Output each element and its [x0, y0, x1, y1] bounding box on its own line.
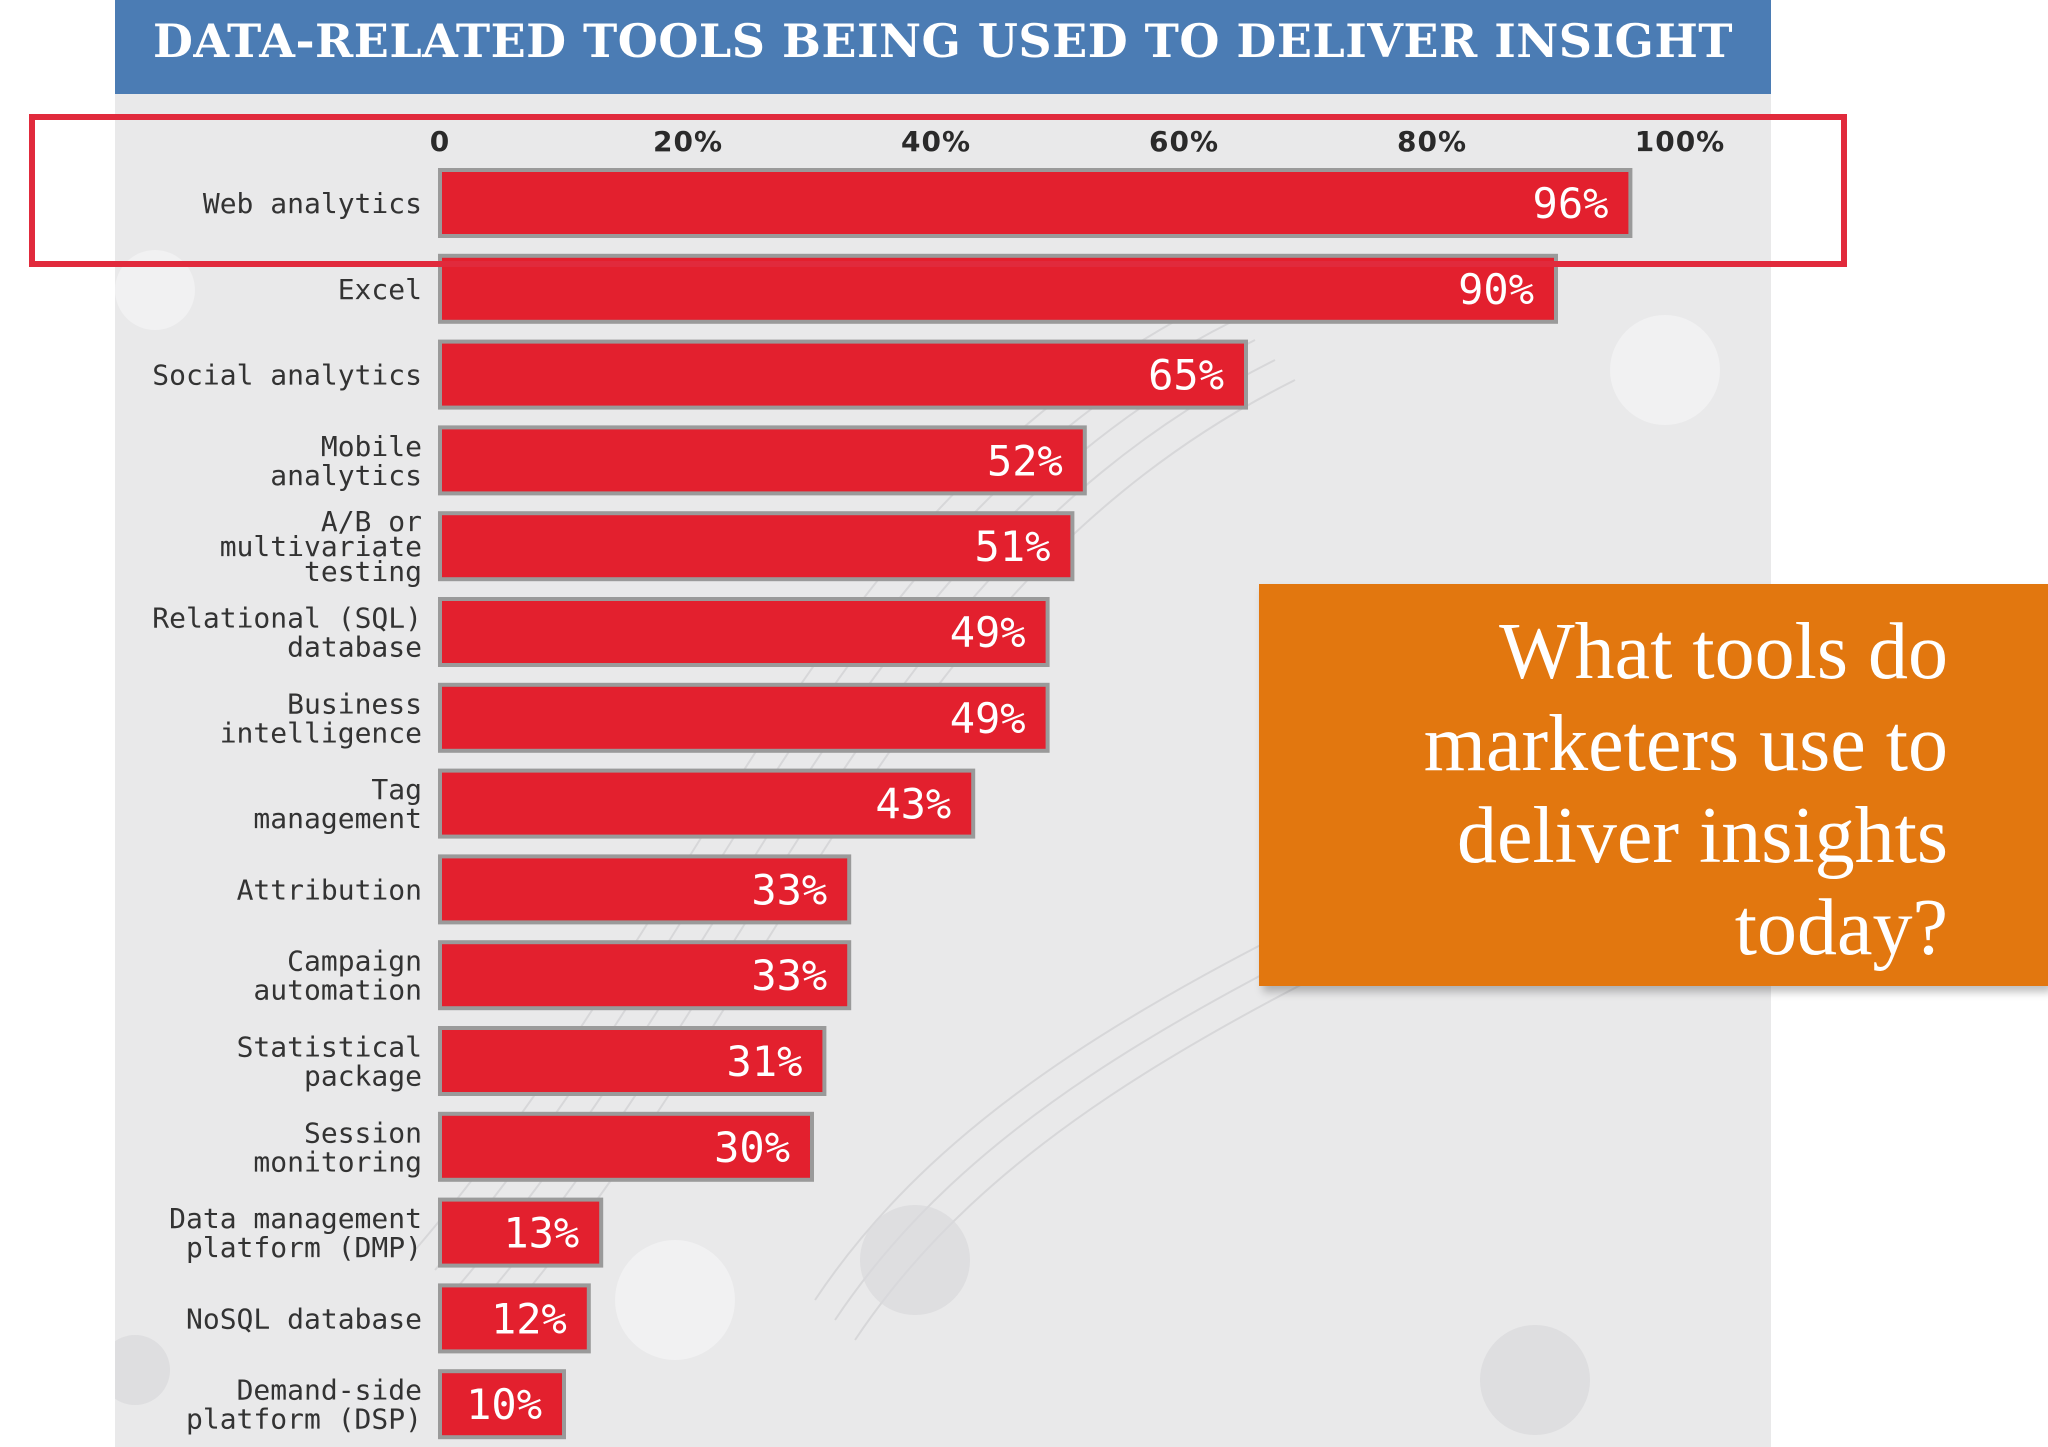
bar-value-label: 10% — [466, 1380, 542, 1429]
category-label: Statistical package — [237, 1031, 422, 1093]
category-label-line: Statistical — [237, 1031, 422, 1064]
bar-value-label: 52% — [987, 436, 1063, 485]
bar-value-label: 49% — [950, 694, 1026, 743]
x-tick-label: 100% — [1635, 125, 1726, 158]
bar — [438, 425, 1087, 496]
bar — [438, 168, 1633, 238]
category-label: Data management platform (DMP) — [169, 1202, 422, 1264]
category-label-line: database — [287, 631, 422, 664]
category-label-line: Mobile — [321, 430, 422, 463]
category-label: Tag management — [253, 773, 422, 835]
bar — [438, 682, 1050, 753]
category-label-line: Excel — [338, 273, 422, 306]
category-labels: Web analytics Excel Social analytics Mobile… — [152, 187, 422, 1436]
bar-value-label: 30% — [714, 1123, 790, 1172]
category-label: Social analytics — [152, 359, 422, 392]
category-label-line: Session — [304, 1116, 422, 1149]
category-label: Campaign automation — [253, 945, 422, 1007]
bar — [438, 339, 1248, 410]
bar-value-label: 12% — [491, 1294, 567, 1343]
bar-value-label: 43% — [875, 780, 951, 829]
bar — [438, 511, 1075, 582]
bar-value-label: 65% — [1148, 351, 1224, 400]
category-label-line: Relational (SQL) — [152, 602, 422, 635]
category-label-line: NoSQL database — [186, 1302, 422, 1335]
bar-value-label: 33% — [751, 865, 827, 914]
bar — [438, 1283, 591, 1354]
category-label: Relational (SQL) database — [152, 602, 422, 664]
bar — [438, 1111, 814, 1182]
callout-text: What tools do marketers use to deliver i… — [1423, 608, 1948, 972]
x-tick-label: 40% — [901, 125, 971, 158]
category-label-line: monitoring — [253, 1145, 422, 1178]
x-tick-label: 60% — [1149, 125, 1219, 158]
bar — [438, 940, 852, 1011]
category-label-line: Campaign — [287, 945, 422, 978]
chart-header-band — [115, 0, 1771, 94]
category-label-line: A/B or — [321, 505, 422, 538]
category-label-line: Social analytics — [152, 359, 422, 392]
category-label: Demand-side platform (DSP) — [186, 1374, 422, 1436]
category-label: Attribution — [237, 873, 422, 906]
bar-value-label: 31% — [727, 1037, 803, 1086]
category-label-line: Attribution — [237, 873, 422, 906]
bars — [438, 168, 1633, 1440]
category-label-line: analytics — [270, 459, 422, 492]
category-label: A/B or multivariate testing — [220, 505, 422, 588]
chart-title: DATA-RELATED TOOLS BEING USED TO DELIVER… — [152, 14, 1734, 68]
category-label-line: Business — [287, 687, 422, 720]
x-tick-label: 20% — [653, 125, 723, 158]
bar — [438, 1026, 827, 1096]
bar — [438, 768, 976, 839]
category-label: Web analytics — [203, 187, 422, 220]
value-labels: 96% 90% 65% 52% 51% 49% 49% 43% 33% 33% 31% 30% 13% 1… — [466, 179, 1608, 1429]
x-tick-label: 0 — [430, 125, 450, 158]
bar — [438, 1197, 604, 1268]
x-tick-label: 80% — [1397, 125, 1467, 158]
category-label-line: platform (DMP) — [186, 1231, 422, 1264]
bar-value-label: 33% — [751, 951, 827, 1000]
bar — [438, 854, 852, 925]
category-label-line: Data management — [169, 1202, 422, 1235]
bar-value-label: 51% — [975, 522, 1051, 571]
category-label: Excel — [338, 273, 422, 306]
category-label-line: multivariate — [220, 530, 422, 563]
category-label-line: Web analytics — [203, 187, 422, 220]
bar-value-label: 49% — [950, 608, 1026, 657]
category-label-line: testing — [304, 555, 422, 588]
bar — [438, 1369, 566, 1440]
highlight-box-web-analytics — [29, 114, 1847, 267]
category-label-line: management — [253, 802, 422, 835]
category-label-line: platform (DSP) — [186, 1403, 422, 1436]
category-label-line: package — [304, 1060, 422, 1093]
bar-value-label: 90% — [1458, 265, 1534, 314]
question-callout: What tools do marketers use to deliver i… — [1259, 584, 2048, 986]
category-label: Session monitoring — [253, 1116, 422, 1178]
category-label-line: intelligence — [220, 716, 422, 749]
category-label: Mobile analytics — [270, 430, 422, 492]
x-axis-ticks: 0 20% 40% 60% 80% 100% — [430, 125, 1726, 158]
category-label-line: Demand-side — [237, 1374, 422, 1407]
category-label: NoSQL database — [186, 1302, 422, 1335]
category-label: Business intelligence — [220, 687, 422, 749]
bar-value-label: 96% — [1533, 179, 1609, 228]
category-label-line: Tag — [371, 773, 422, 806]
bar — [438, 597, 1050, 667]
category-label-line: automation — [253, 974, 422, 1007]
bar-value-label: 13% — [503, 1209, 579, 1258]
